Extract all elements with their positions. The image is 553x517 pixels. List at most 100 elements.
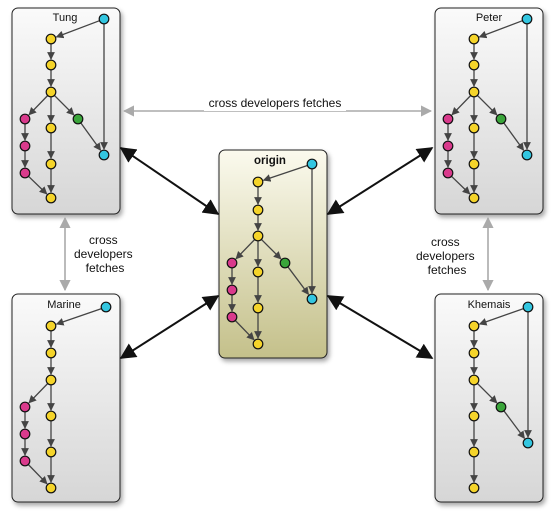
repo-title-peter: Peter [476,12,503,24]
commit-edge [478,20,523,39]
commit-node [495,113,507,125]
commit-graph-marine [19,301,112,494]
commit-graph-peter [442,13,533,204]
commit-edge [55,20,100,39]
commit-node [45,86,57,98]
commit-node [521,149,533,161]
commit-node [45,122,57,134]
repo-box-khemais [434,293,544,503]
commit-edge [235,239,256,260]
commit-node [45,374,57,386]
sync-arrow-marine-origin [119,295,220,359]
commit-node [468,446,480,458]
commit-node [45,482,57,494]
commit-node [45,320,57,332]
commit-graph-tung [19,13,110,204]
commit-node [252,230,264,242]
commit-edge [451,175,471,195]
commit-graph-khemais [468,301,534,494]
repo-box-peter [434,7,544,215]
commit-node [468,320,480,332]
commit-edge [28,383,49,404]
sync-arrow-khemais-origin [326,295,434,359]
commit-node [495,401,507,413]
left-fetch-label: cross developers fetches [74,233,136,275]
commit-node [468,482,480,494]
commit-edge [476,94,498,116]
commit-node [468,410,480,422]
commit-node [468,86,480,98]
repo-box-marine [11,293,121,503]
commit-node [19,401,31,413]
repo-title-tung: Tung [53,12,78,24]
commit-node [252,302,264,314]
commit-node [226,311,238,323]
right-fetch-label-line-2: developers [416,249,475,263]
commit-node [72,113,84,125]
commit-node [45,59,57,71]
commit-node [522,437,534,449]
commit-edge [287,266,310,296]
commit-edge [503,410,526,440]
commit-node [252,266,264,278]
commit-node [468,33,480,45]
repo-box-origin [218,149,328,359]
commit-node [306,293,318,305]
commit-node [98,13,110,25]
commit-node [252,204,264,216]
commit-node [468,59,480,71]
commit-edge [451,95,472,116]
commit-node [45,410,57,422]
commit-edge [503,122,525,151]
commit-node [521,13,533,25]
commit-node [252,176,264,188]
commit-node [19,113,31,125]
right-fetch-label: cross developers fetches [416,235,478,277]
commit-node [442,113,454,125]
commit-node [468,158,480,170]
commit-node [45,33,57,45]
commit-node [98,149,110,161]
commit-node [252,338,264,350]
sync-arrow-tung-origin [119,147,220,215]
commit-node [468,192,480,204]
commit-node [468,374,480,386]
commit-node [468,122,480,134]
commit-node [45,347,57,359]
commit-node [522,301,534,313]
commit-node [279,257,291,269]
commit-node [468,347,480,359]
commit-edge [476,382,498,404]
repo-title-origin: origin [254,155,286,167]
commit-node [442,140,454,152]
right-fetch-label-line-3: fetches [428,263,467,277]
commit-graph-origin [226,158,318,350]
commit-edge [28,95,49,116]
repo-box-tung [11,7,121,215]
left-fetch-label-line-1: cross [89,233,118,247]
commit-edge [28,175,48,195]
commit-edge [478,307,524,326]
commit-edge [262,164,308,182]
commit-node [45,446,57,458]
commit-edge [55,307,102,326]
left-fetch-label-line-3: fetches [86,261,125,275]
top-fetch-label: cross developers fetches [209,96,342,110]
left-fetch-label-line-2: developers [74,247,133,261]
commit-edge [53,94,75,116]
commit-node [100,301,112,313]
commit-edge [80,122,102,151]
commit-node [306,158,318,170]
commit-node [226,284,238,296]
commit-edge [260,238,282,260]
commit-node [442,167,454,179]
repo-title-marine: Marine [47,299,81,311]
commit-edge [234,320,255,341]
sync-arrow-peter-origin [326,147,434,215]
commit-node [19,428,31,440]
commit-edge [27,464,48,485]
commit-node [226,257,238,269]
commit-node [45,192,57,204]
commit-node [19,167,31,179]
